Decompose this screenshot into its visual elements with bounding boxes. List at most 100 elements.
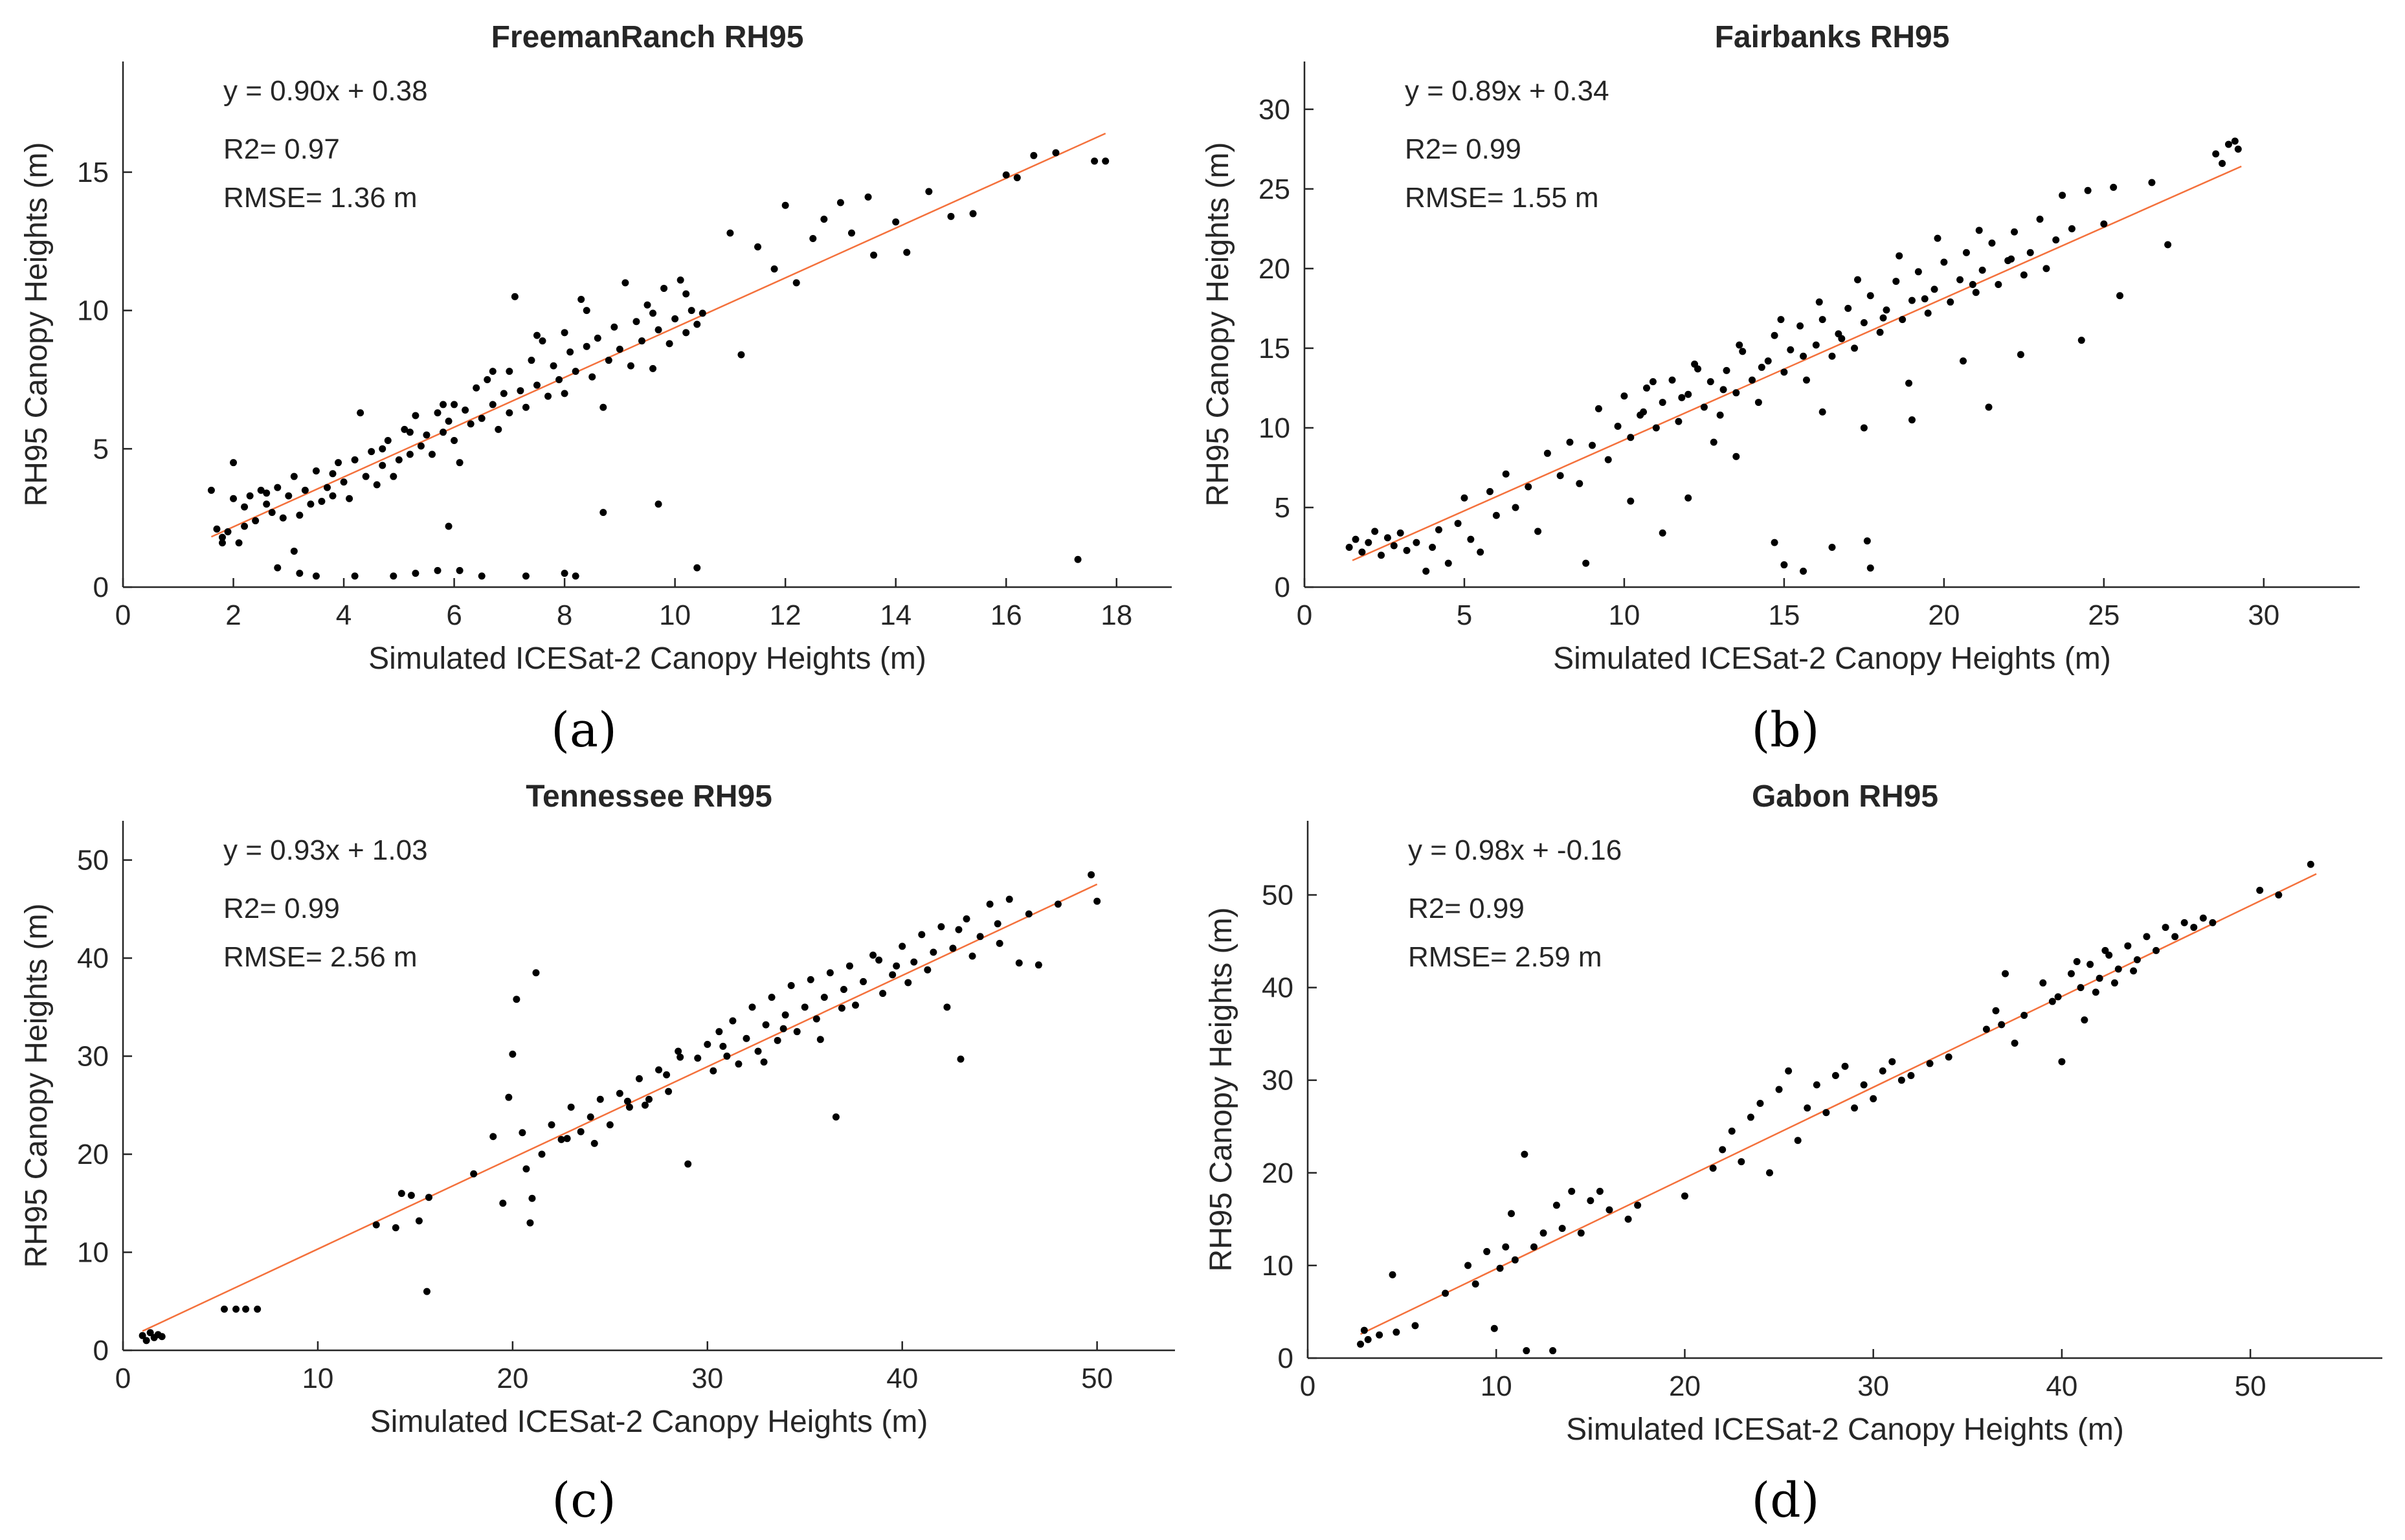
data-point — [2116, 292, 2124, 300]
data-point — [1780, 561, 1788, 569]
data-point — [2110, 979, 2118, 987]
x-tick-label: 25 — [2088, 599, 2120, 631]
data-point — [557, 1135, 565, 1143]
data-point — [1860, 319, 1868, 327]
data-point — [2307, 860, 2314, 868]
data-point — [1576, 480, 1583, 487]
regression-line — [210, 132, 1106, 538]
data-point — [1596, 1187, 1604, 1195]
data-point — [335, 459, 342, 467]
data-point — [1709, 1165, 1717, 1172]
data-point — [509, 1051, 517, 1058]
data-point — [969, 210, 977, 218]
x-tick-label: 16 — [990, 599, 1022, 631]
data-point — [561, 570, 568, 577]
x-axis-label: Simulated ICESat-2 Canopy Heights (m) — [1553, 642, 2111, 676]
data-point — [770, 265, 778, 273]
y-tick-label: 0 — [1275, 572, 1290, 603]
x-tick-label: 18 — [1101, 599, 1132, 631]
data-point — [1780, 368, 1788, 376]
data-point — [832, 1113, 840, 1121]
data-point — [500, 390, 508, 397]
data-point — [1530, 1243, 1538, 1251]
data-point — [1995, 280, 2002, 288]
data-point — [445, 522, 453, 530]
data-point — [1766, 1169, 1774, 1177]
data-point — [384, 436, 392, 444]
data-point — [2148, 179, 2156, 186]
data-point — [1758, 363, 1765, 371]
data-point — [693, 320, 701, 328]
x-axis-label: Simulated ICESat-2 Canopy Heights (m) — [1566, 1412, 2124, 1447]
data-point — [1736, 341, 1743, 349]
data-point — [406, 429, 414, 436]
data-point — [1566, 438, 1574, 446]
data-point — [379, 445, 386, 452]
data-point — [632, 318, 640, 326]
data-point — [312, 572, 320, 580]
data-point — [522, 403, 530, 411]
data-point — [2275, 891, 2283, 898]
data-point — [1956, 276, 1964, 284]
data-point — [544, 392, 552, 400]
data-point — [254, 1305, 262, 1313]
fit-equation: y = 0.98x + -0.16 — [1408, 834, 1622, 866]
data-point — [2002, 970, 2009, 977]
data-point — [610, 323, 618, 331]
data-point — [641, 1101, 649, 1109]
data-point — [467, 420, 475, 428]
data-point — [635, 1075, 643, 1082]
data-point — [257, 486, 265, 494]
data-point — [473, 384, 480, 392]
data-point — [533, 331, 541, 339]
data-point — [1627, 434, 1635, 441]
data-point — [2164, 241, 2172, 249]
x-tick-label: 4 — [336, 599, 352, 631]
data-point — [1365, 539, 1372, 546]
data-point — [1747, 1113, 1754, 1121]
data-point — [840, 986, 847, 994]
data-point — [729, 1017, 737, 1025]
data-point — [925, 188, 933, 195]
data-point — [307, 500, 315, 508]
data-point — [924, 966, 932, 974]
data-point — [1905, 379, 1913, 387]
data-point — [2212, 150, 2220, 158]
data-point — [1924, 309, 1932, 317]
data-point — [1549, 1347, 1557, 1355]
data-point — [1883, 306, 1890, 314]
data-point — [1908, 296, 1916, 304]
data-point — [1732, 452, 1740, 460]
data-point — [519, 1129, 526, 1137]
data-point — [561, 329, 568, 337]
x-tick-label: 50 — [2235, 1370, 2266, 1402]
data-point — [675, 1047, 682, 1055]
x-axis-label: Simulated ICESat-2 Canopy Heights (m) — [368, 642, 926, 676]
data-point — [2067, 970, 2075, 977]
data-point — [845, 962, 853, 970]
y-tick-label: 10 — [77, 295, 109, 327]
data-point — [860, 977, 867, 985]
data-point — [762, 1021, 770, 1029]
data-point — [1756, 1099, 1764, 1107]
data-point — [809, 235, 817, 243]
x-tick-label: 8 — [557, 599, 572, 631]
data-point — [693, 564, 701, 572]
data-point — [754, 243, 762, 251]
data-point — [440, 401, 447, 408]
data-point — [1634, 1201, 1642, 1209]
data-point — [1851, 344, 1859, 352]
data-point — [812, 1015, 820, 1023]
data-point — [1749, 376, 1756, 384]
data-point — [649, 309, 657, 317]
data-point — [792, 279, 800, 287]
y-axis-label: RH95 Canopy Heights (m) — [19, 904, 54, 1268]
y-tick-label: 0 — [93, 572, 109, 603]
data-point — [230, 459, 238, 467]
data-point — [268, 509, 276, 517]
y-tick-label: 0 — [1278, 1343, 1293, 1374]
data-point — [870, 251, 878, 259]
data-point — [904, 979, 912, 987]
data-point — [1710, 438, 1717, 446]
data-point — [1429, 543, 1437, 551]
